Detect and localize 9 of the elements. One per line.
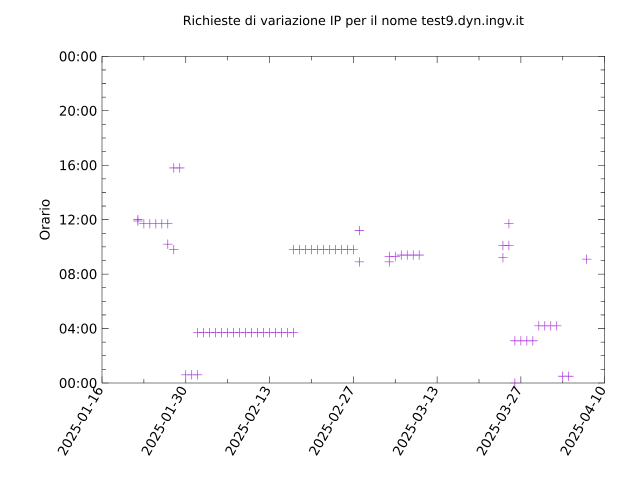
y-tick-label: 04:00 xyxy=(60,324,96,334)
chart-title: Richieste di variazione IP per il nome test9.dyn.ingv.it xyxy=(184,15,524,28)
y-tick-label: 00:00 xyxy=(60,378,96,388)
y-axis-title: Orario xyxy=(39,200,50,240)
y-tick-label: 12:00 xyxy=(60,214,96,225)
y-tick-label: 00:00 xyxy=(60,51,96,62)
y-tick-label: 20:00 xyxy=(60,106,96,116)
y-tick-label: 16:00 xyxy=(60,160,96,170)
y-tick-label: 08:00 xyxy=(60,269,96,280)
